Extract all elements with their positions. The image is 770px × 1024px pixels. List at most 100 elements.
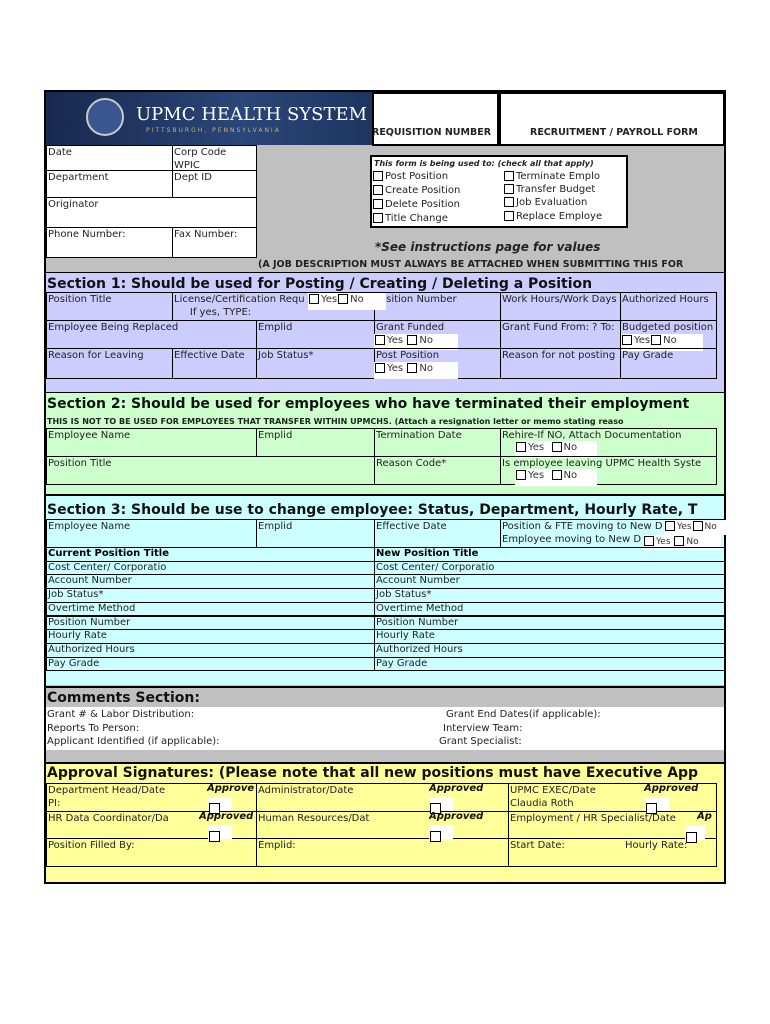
usage-box: This form is being used to: (check all t… bbox=[370, 155, 628, 228]
s2-employee-name[interactable]: Employee Name bbox=[46, 428, 257, 457]
comments-area[interactable] bbox=[46, 707, 724, 750]
s2-leaving-upmc[interactable]: Is employee leaving UPMC Health Syste bbox=[500, 456, 717, 485]
new-row[interactable]: Job Status* bbox=[374, 588, 726, 603]
dept-id-field[interactable]: Dept ID bbox=[172, 170, 257, 198]
s1-job-status[interactable]: Job Status* bbox=[256, 348, 375, 379]
current-row[interactable]: Pay Grade bbox=[46, 656, 375, 672]
new-row[interactable]: Overtime Method bbox=[374, 601, 726, 617]
section3-title: Section 3: Should be use to change emplo… bbox=[47, 502, 698, 518]
corp-code-label: Corp Code bbox=[174, 147, 227, 158]
instructions-note: *See instructions page for values bbox=[375, 241, 601, 254]
employee-moving-yes-no[interactable]: Yes No bbox=[643, 535, 721, 550]
s1-emplid[interactable]: Emplid bbox=[256, 320, 375, 349]
s1-work-hours[interactable]: Work Hours/Work Days bbox=[500, 292, 621, 321]
approvals-panel bbox=[46, 762, 724, 882]
s1-pay-grade[interactable]: Pay Grade bbox=[620, 348, 717, 379]
s1-reason-not-posting[interactable]: Reason for not posting bbox=[500, 348, 621, 379]
grant-end-label: Grant End Dates(if applicable): bbox=[446, 709, 601, 720]
s1-reason-leaving[interactable]: Reason for Leaving bbox=[46, 348, 173, 379]
grant-labor-label: Grant # & Labor Distribution: bbox=[47, 709, 195, 720]
usage-option-terminate[interactable]: Terminate Emplo bbox=[503, 170, 600, 183]
usage-option-title-change[interactable]: Title Change bbox=[372, 212, 448, 225]
usage-option-post-position[interactable]: Post Position bbox=[372, 170, 448, 183]
current-row[interactable]: Cost Center/ Corporatio bbox=[46, 560, 375, 576]
usage-option-transfer-budget[interactable]: Transfer Budget bbox=[503, 183, 595, 196]
date-label: Date bbox=[48, 147, 72, 158]
usage-title: This form is being used to: (check all t… bbox=[374, 159, 594, 168]
section2-panel bbox=[46, 392, 724, 494]
s3-emplid[interactable]: Emplid bbox=[256, 519, 375, 548]
hr-coord-approved-checkbox[interactable] bbox=[208, 825, 232, 842]
current-row[interactable]: Job Status* bbox=[46, 588, 375, 603]
filled-emplid-field[interactable]: Emplid: bbox=[256, 838, 509, 867]
corp-code-value: WPIC bbox=[174, 160, 200, 171]
license-yes-no[interactable]: Yes No bbox=[308, 293, 386, 310]
s1-effective-date[interactable]: Effective Date bbox=[172, 348, 257, 379]
corp-code-field[interactable]: Corp Code WPIC bbox=[172, 145, 257, 171]
filled-by-field[interactable]: Position Filled By: bbox=[46, 838, 257, 867]
new-row[interactable]: Account Number bbox=[374, 574, 726, 590]
hr-coord-approved-label: Approved bbox=[199, 811, 254, 822]
approvals-title: Approval Signatures: (Please note that a… bbox=[47, 765, 699, 781]
s1-position-title[interactable]: Position Title bbox=[46, 292, 173, 321]
s1-position-number[interactable]: osition Number bbox=[374, 292, 501, 321]
department-field[interactable]: Department bbox=[46, 170, 173, 198]
grant-funded-yes-no[interactable]: Yes No bbox=[374, 334, 458, 350]
current-row[interactable]: Authorized Hours bbox=[46, 642, 375, 658]
new-row[interactable]: Position Number bbox=[374, 615, 726, 631]
new-row[interactable]: Cost Center/ Corporatio bbox=[374, 560, 726, 576]
seal-icon bbox=[86, 98, 124, 136]
section2-title: Section 2: Should be used for employees … bbox=[47, 396, 690, 412]
budgeted-yes-no[interactable]: Yes No bbox=[621, 334, 703, 351]
usage-option-delete-position[interactable]: Delete Position bbox=[372, 198, 460, 211]
phone-field[interactable]: Phone Number: bbox=[46, 227, 173, 258]
current-row[interactable]: Position Number bbox=[46, 615, 375, 631]
fax-field[interactable]: Fax Number: bbox=[172, 227, 257, 258]
new-row[interactable]: Pay Grade bbox=[374, 656, 726, 672]
s2-emplid[interactable]: Emplid bbox=[256, 428, 375, 457]
exec-approved-label: Approved bbox=[644, 783, 699, 794]
usage-option-job-evaluation[interactable]: Job Evaluation bbox=[503, 196, 587, 209]
requisition-number-field[interactable]: REQUISITION NUMBER bbox=[372, 92, 499, 146]
dept-head-approved-checkbox[interactable] bbox=[208, 797, 232, 814]
new-row[interactable]: Authorized Hours bbox=[374, 642, 726, 658]
usage-option-replace-employee[interactable]: Replace Employe bbox=[503, 210, 602, 223]
s2-position-title[interactable]: Position Title bbox=[46, 456, 375, 485]
dept-id-label: Dept ID bbox=[174, 172, 212, 183]
comments-title: Comments Section: bbox=[47, 690, 200, 706]
leaving-yes-no[interactable]: Yes No bbox=[515, 469, 597, 486]
applicant-label: Applicant Identified (if applicable): bbox=[47, 736, 220, 747]
current-position-title[interactable]: Current Position Title bbox=[46, 547, 375, 562]
employment-approved-checkbox[interactable] bbox=[685, 826, 705, 843]
date-field[interactable]: Date bbox=[46, 145, 173, 171]
admin-approved-label: Approved bbox=[429, 783, 484, 794]
admin-approved-checkbox[interactable] bbox=[429, 797, 453, 814]
exec-approved-checkbox[interactable] bbox=[645, 797, 669, 814]
rehire-yes-no[interactable]: Yes No bbox=[515, 441, 597, 458]
hr-approved-label: Approved bbox=[429, 811, 484, 822]
s3-effective-date[interactable]: Effective Date bbox=[374, 519, 501, 548]
fax-label: Fax Number: bbox=[174, 229, 238, 240]
s2-reason-code[interactable]: Reason Code* bbox=[374, 456, 501, 485]
hr-approved-checkbox[interactable] bbox=[429, 825, 453, 842]
usage-option-create-position[interactable]: Create Position bbox=[372, 184, 460, 197]
post-position-yes-no[interactable]: Yes No bbox=[374, 362, 458, 379]
s1-grant-fund-from[interactable]: Grant Fund From: ? To: bbox=[500, 320, 621, 349]
current-row[interactable]: Hourly Rate bbox=[46, 629, 375, 644]
originator-field[interactable]: Originator bbox=[46, 197, 257, 228]
new-position-title[interactable]: New Position Title bbox=[374, 547, 726, 562]
new-row[interactable]: Hourly Rate bbox=[374, 629, 726, 644]
employment-approved-label: Ap bbox=[697, 811, 712, 822]
section1-title: Section 1: Should be used for Posting / … bbox=[47, 276, 593, 292]
s3-employee-name[interactable]: Employee Name bbox=[46, 519, 257, 548]
start-date-field[interactable]: Start Date: Hourly Rate: bbox=[508, 838, 717, 867]
logo-subtext: PITTSBURGH, PENNSYLVANIA bbox=[146, 127, 281, 134]
form-title-box: RECRUITMENT / PAYROLL FORM bbox=[499, 92, 725, 146]
s1-employee-replaced[interactable]: Employee Being Replaced bbox=[46, 320, 257, 349]
current-row[interactable]: Account Number bbox=[46, 574, 375, 590]
s2-termination-date[interactable]: Termination Date bbox=[374, 428, 501, 457]
current-row[interactable]: Overtime Method bbox=[46, 601, 375, 617]
interview-team-label: Interview Team: bbox=[443, 723, 523, 734]
s1-authorized-hours[interactable]: Authorized Hours bbox=[620, 292, 717, 321]
position-fte-yes-no[interactable]: Yes No bbox=[664, 520, 726, 535]
